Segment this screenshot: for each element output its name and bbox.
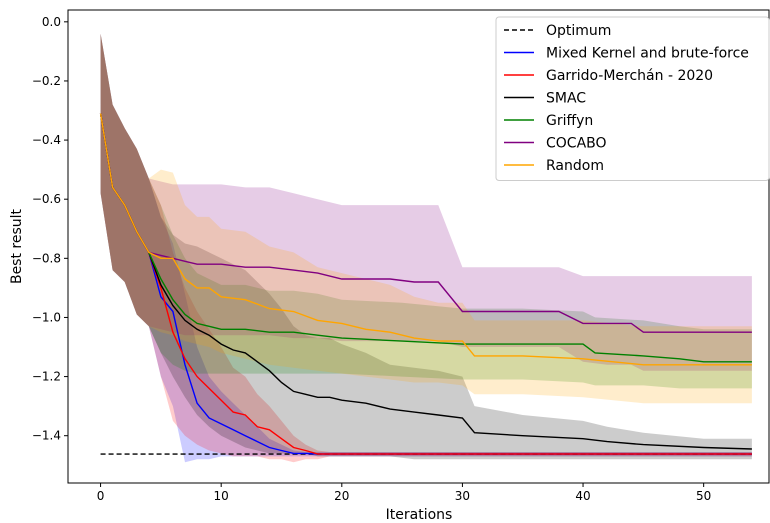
series-line-5: [99, 113, 752, 366]
confidence-bands: [100, 33, 752, 463]
band-3: [100, 33, 752, 389]
x-tick-label-4: 40: [575, 489, 590, 503]
series-line-2: [99, 113, 752, 450]
legend-label-4: Griffyn: [546, 113, 593, 129]
legend: Optimum Mixed Kernel and brute-force Garri…: [495, 16, 770, 181]
y-tick-label-4: −0.8: [32, 251, 61, 265]
y-tick-label-5: −1.0: [32, 310, 61, 324]
y-tick-label-1: −0.2: [32, 74, 61, 88]
y-axis-label: Best result: [9, 208, 25, 284]
y-tick-label-3: −0.6: [32, 192, 61, 206]
x-axis-label: Iterations: [386, 507, 453, 523]
legend-label-6: Random: [546, 158, 604, 174]
band-4: [100, 33, 752, 371]
legend-box: [495, 16, 770, 181]
band-5: [100, 33, 752, 404]
x-tick-label-2: 20: [334, 489, 349, 503]
legend-label-1: Mixed Kernel and brute-force: [546, 46, 749, 62]
y-tick-label-7: −1.4: [32, 429, 61, 443]
legend-label-5: COCABO: [546, 136, 607, 152]
series-lines: [99, 113, 752, 455]
x-tick-label-3: 30: [455, 489, 470, 503]
legend-label-0: Optimum: [546, 23, 611, 39]
x-tick-label-0: 0: [97, 489, 105, 503]
plot-frame: [67, 9, 770, 484]
y-tick-label-0: 0.0: [42, 15, 61, 29]
axes: 0 10 20 30 40 50 0.0 −0.2 −0.4 −0.6 −0.8 −1.0 −1.2 −1…: [32, 9, 770, 503]
band-2: [100, 33, 752, 460]
y-tick-label-2: −0.4: [32, 133, 61, 147]
y-tick-label-6: −1.2: [32, 370, 61, 384]
legend-label-2: Garrido-Merchán - 2020: [546, 68, 713, 84]
x-tick-label-1: 10: [214, 489, 229, 503]
legend-label-3: SMAC: [546, 91, 586, 107]
series-line-4: [99, 113, 752, 333]
x-tick-label-5: 50: [696, 489, 711, 503]
